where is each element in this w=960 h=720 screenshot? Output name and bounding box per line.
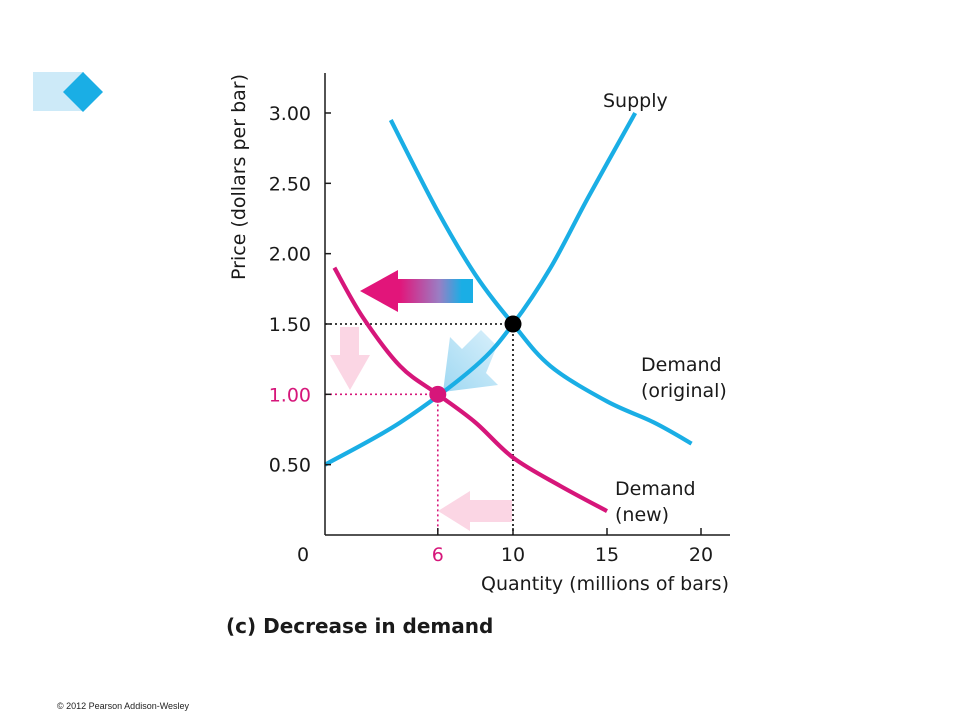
- y-tick-label: 2.50: [269, 173, 311, 195]
- y-tick-label: 1.50: [269, 314, 311, 336]
- curves: [323, 111, 693, 513]
- curve-label-demand-new: (new): [615, 504, 669, 526]
- y-axis-title: Price (dollars per bar): [228, 74, 250, 280]
- x-tick-label: 6: [432, 544, 444, 566]
- curve-label-demand-original: (original): [641, 380, 727, 402]
- x-ticks: 0 6 10 15 20: [297, 528, 713, 566]
- y-tick-label: 1.00: [269, 384, 311, 406]
- x-tick-label: 0: [297, 544, 309, 566]
- equilibrium-points: [429, 315, 522, 403]
- demand-shift-arrow-icon: [360, 270, 473, 312]
- equilibrium-point-1: [429, 385, 447, 403]
- guide-lines: [325, 323, 514, 535]
- curve-demand-new: [332, 266, 608, 513]
- curve-labels: Supply Demand (original) Demand (new): [603, 90, 727, 526]
- curve-demand-original: [388, 119, 693, 446]
- y-ticks: 0.50 1.00 1.50 2.00 2.50 3.00: [269, 103, 331, 477]
- quantity-fall-arrow-icon: [438, 491, 512, 531]
- curve-label-demand-original: Demand: [641, 354, 722, 376]
- axes: [324, 73, 730, 536]
- y-tick-label: 0.50: [269, 455, 311, 477]
- x-axis-title: Quantity (millions of bars): [481, 573, 729, 595]
- copyright-text: © 2012 Pearson Addison-Wesley: [57, 701, 190, 711]
- x-tick-label: 15: [595, 544, 619, 566]
- curve-label-demand-new: Demand: [615, 478, 696, 500]
- y-tick-label: 3.00: [269, 103, 311, 125]
- chart-caption: (c) Decrease in demand: [226, 614, 493, 638]
- movement-along-supply-arrow-icon: [443, 330, 498, 392]
- price-fall-arrow-icon: [330, 327, 370, 390]
- x-tick-label: 10: [501, 544, 525, 566]
- slide-logo-icon: [33, 72, 103, 112]
- x-tick-label: 20: [689, 544, 713, 566]
- shift-arrows: [330, 270, 512, 531]
- curve-label-supply: Supply: [603, 90, 668, 112]
- equilibrium-point-0: [504, 315, 522, 333]
- y-tick-label: 2.00: [269, 244, 311, 266]
